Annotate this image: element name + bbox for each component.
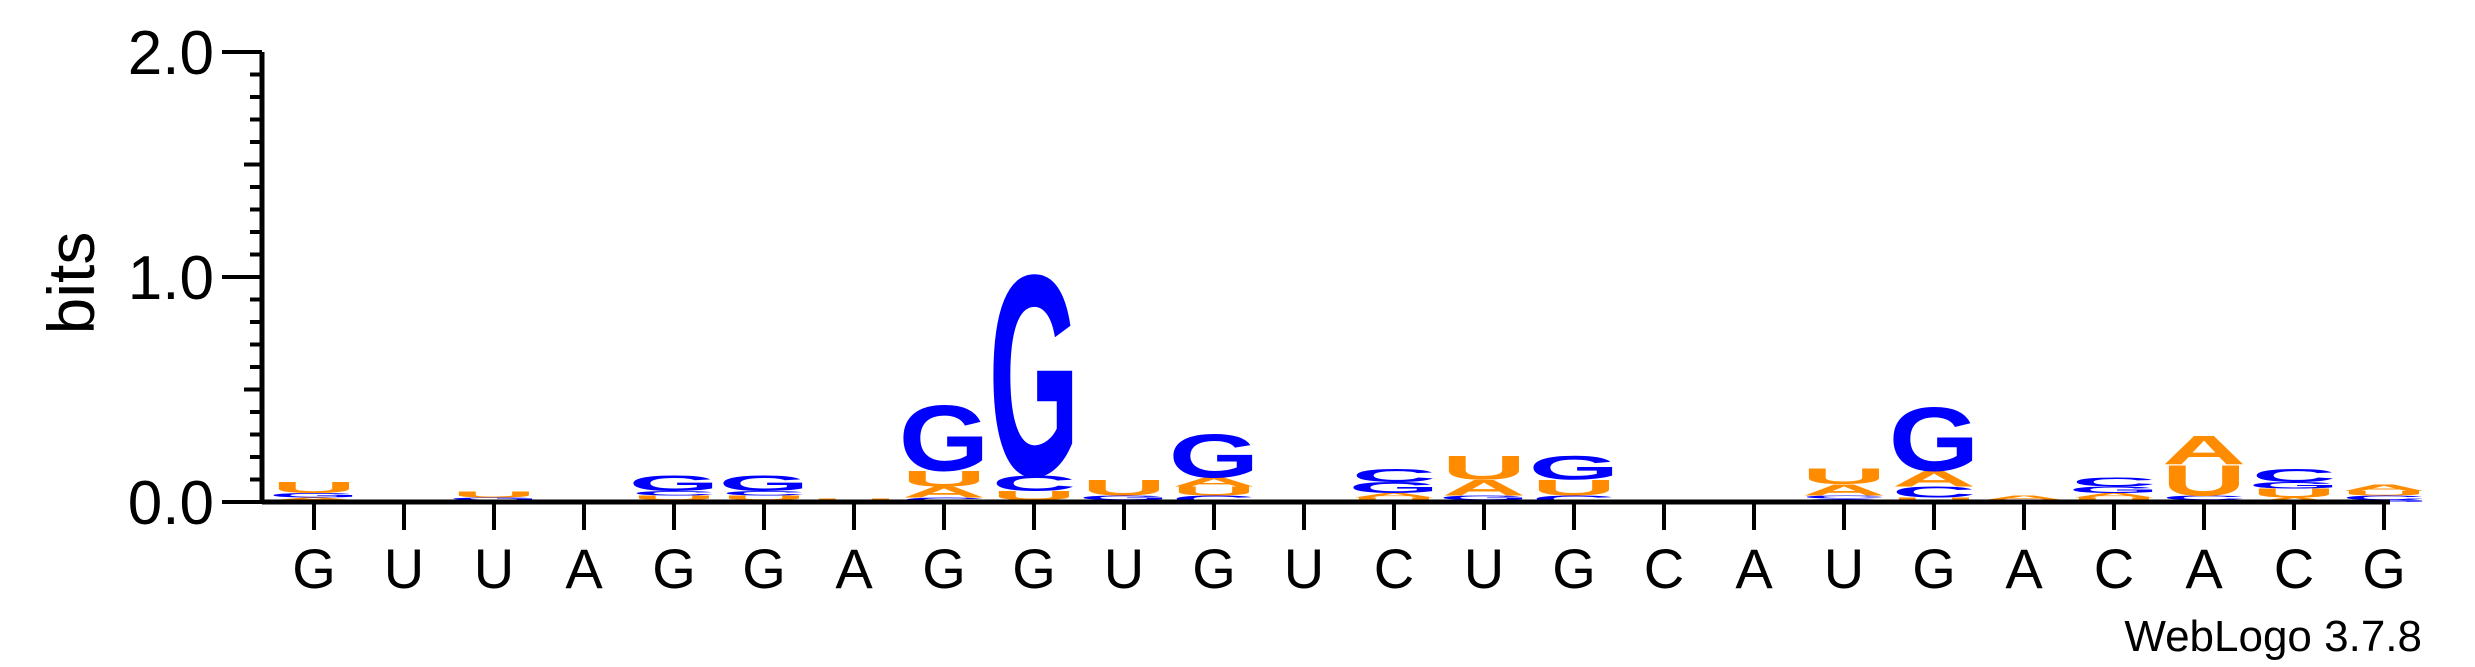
logo-letter-A: A [2162,427,2246,473]
logo-letter-C: C [1352,465,1436,486]
logo-letter-U: U [1172,484,1256,498]
logo-letter-A: A [1802,481,1886,498]
x-tick-label: G [292,537,336,600]
y-tick-label: 1.0 [128,244,214,313]
logo-letter-G: G [1439,494,1530,501]
logo-letter-U: U [2162,456,2246,505]
y-tick-label: 2.0 [128,19,214,88]
x-tick-label: C [1374,537,1414,600]
logo-letter-C: C [992,471,1076,495]
x-tick-label: U [1464,537,1504,600]
logo-letter-U: U [632,494,716,501]
logo-letter-C: C [1802,494,1886,499]
y-tick-label: 0.0 [128,469,214,538]
logo-letter-G: G [269,492,360,499]
logo-letter-G: G [719,471,810,495]
logo-letter-G: G [1529,449,1620,487]
x-tick-label: A [1735,537,1773,600]
x-tick-label: G [922,537,966,600]
logo-letter-U: U [1802,464,1886,488]
logo-letter-U: U [902,466,986,490]
plot-axes [259,52,2390,505]
logo-letter-A: A [902,483,986,500]
logo-letter-G: G [1889,389,1980,491]
logo-letter-U: U [1442,449,1526,487]
x-tick-label: A [835,537,873,600]
weblogo-credit: WebLogo 3.7.8 [2124,612,2422,661]
logo-letter-A: A [1892,466,1976,490]
logo-letter-G: G [2069,485,2160,496]
logo-letter-U: U [1082,475,1166,499]
x-tick-label: U [1104,537,1144,600]
x-tick-label: U [474,537,514,600]
logo-letter-G: G [629,471,720,495]
x-tick-label: G [1912,537,1956,600]
logo-letter-C: C [1532,494,1616,505]
logo-letter-A: A [1442,475,1526,499]
logo-letter-G: G [1079,494,1170,501]
logo-letter-U: U [2342,490,2426,497]
logo-letter-C: C [1892,483,1976,500]
logo-letter-G: G [899,386,990,491]
x-tick-label: U [1284,537,1324,600]
x-tick-label: A [2185,537,2223,600]
x-tick-label: G [1192,537,1236,600]
logo-letter-C: C [722,490,806,497]
logo-letter-U: U [722,494,806,501]
logo-letter-U: U [992,488,1076,502]
x-tick-label: G [1012,537,1056,600]
x-tick-label: G [742,537,786,600]
logo-letter-C: C [2162,494,2246,501]
logo-letter-A: A [1982,494,2066,501]
logo-letter-A: A [1352,492,1436,499]
x-tick-label: C [2094,537,2134,600]
x-tick-label: G [652,537,696,600]
logo-letter-C: C [2342,494,2426,501]
y-axis-ticks: 0.0 1.0 2.0 [128,19,262,538]
y-axis-label: bits [34,232,108,335]
logo-letter-G: G [989,216,1080,537]
x-tick-label: G [2362,537,2406,600]
x-tick-label: U [384,537,424,600]
logo-letter-U: U [452,490,536,499]
x-tick-label: C [2274,537,2314,600]
logo-letter-G: G [1349,479,1440,496]
logo-letter-A: A [2342,482,2426,493]
logo-letter-C: C [2072,475,2156,489]
logo-letter-A: A [1172,475,1256,489]
logo-letter-C: C [1172,494,1256,505]
logo-letter-C: C [2252,465,2336,486]
x-tick-label: G [1552,537,1596,600]
x-tick-label: A [2005,537,2043,600]
x-tick-label: C [1644,537,1684,600]
x-tick-label: U [1824,537,1864,600]
logo-letter-G: G [2249,480,2340,491]
logo-letter-G: G [1169,420,1260,490]
logo-letter-A: A [272,497,356,500]
logo-letter-C: C [632,490,716,497]
logo-letter-U: U [2252,486,2336,500]
x-tick-label: A [565,537,603,600]
logo-letter-U: U [1532,475,1616,499]
logo-letter-U: U [272,479,356,496]
logo-letter-A: A [2072,492,2156,499]
logo-letter-G: G [449,497,540,500]
